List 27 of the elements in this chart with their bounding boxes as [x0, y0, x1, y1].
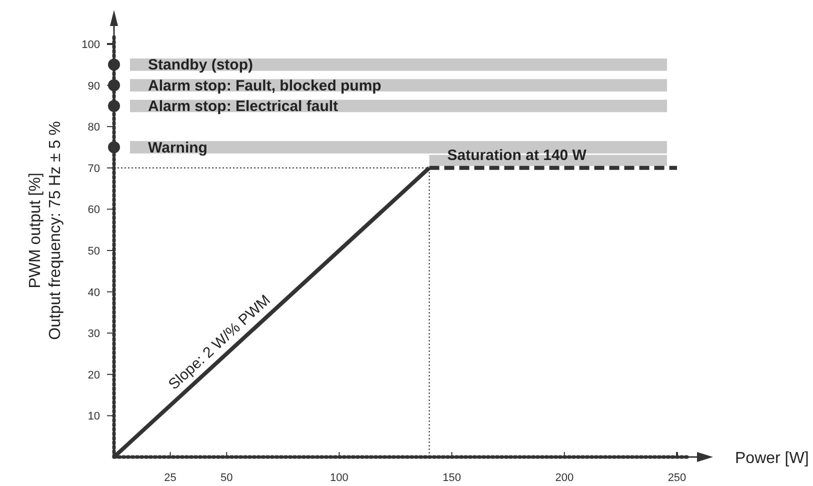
- point: [108, 100, 120, 112]
- band-label: Warning: [148, 139, 208, 156]
- x-axis-title: Power [W]: [735, 450, 809, 467]
- y-tick-label: 70: [88, 162, 100, 175]
- band-label: Standby (stop): [148, 56, 253, 74]
- y-tick-label: 50: [88, 246, 100, 258]
- y-tick-label: 100: [82, 39, 100, 51]
- x-tick-label: 250: [668, 472, 686, 484]
- y-axis-title: PWM output [%] Output frequency: 75 Hz ± 5 %: [27, 121, 64, 340]
- point: [108, 141, 120, 154]
- x-tick-label: 50: [220, 472, 233, 484]
- band-label: Alarm stop: Electrical fault: [148, 98, 338, 115]
- annotation: Saturation at 140 W: [447, 146, 588, 164]
- x-tick-label: 150: [442, 472, 461, 484]
- y-tick-label: 60: [88, 204, 100, 216]
- y-tick-label: 20: [88, 369, 100, 382]
- y-tick-label: 30: [88, 328, 100, 340]
- y-tick-label: 90: [88, 80, 100, 92]
- y-tick-label: 80: [88, 122, 100, 134]
- band-label: Alarm stop: Fault, blocked pump: [148, 77, 382, 94]
- point: [108, 58, 120, 71]
- y-tick-label: 10: [88, 410, 100, 423]
- point: [108, 79, 120, 92]
- x-tick-label: 200: [555, 472, 574, 484]
- x-tick-label: 25: [164, 472, 176, 484]
- y-tick-label: 40: [88, 286, 100, 299]
- x-tick-label: 100: [330, 472, 348, 484]
